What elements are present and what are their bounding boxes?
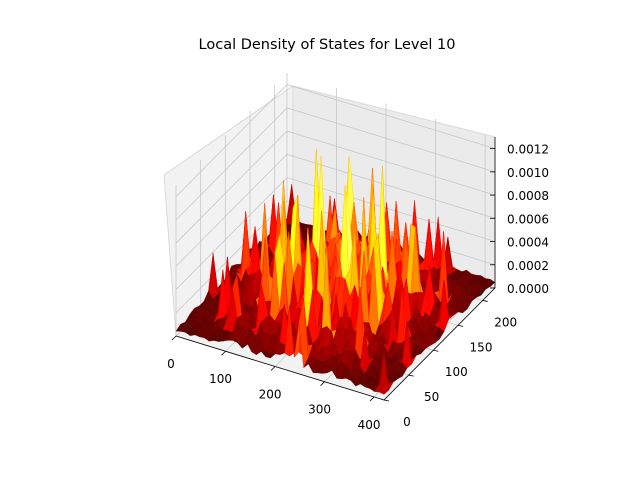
x-tick-label: 400 [358,418,381,432]
x-tick-label: 200 [259,387,282,401]
y-tick-mark [433,349,439,352]
grid-line-z [175,153,496,267]
x-tick-mark [369,396,375,402]
surface-facet [379,352,389,395]
y-tick-label: 0 [403,415,411,429]
grid-line-z [175,130,496,244]
z-tick-label: 0.0010 [507,166,549,180]
x-axis-ticks: 0 100 200 300 400 [167,335,381,432]
z-tick-label: 0.0002 [507,259,549,273]
z-tick-label: 0.0006 [507,212,549,226]
z-tick-label: 0.0004 [507,236,549,250]
z-tick-label: 0.0008 [507,189,549,203]
y-tick-mark [383,399,390,402]
y-tick-label: 100 [445,365,468,379]
axis-lines [175,137,496,401]
grid-line-z [175,177,496,290]
x-tick-mark [270,366,276,371]
grid-line-z [175,84,496,197]
z-tick-label: 0.0000 [507,282,549,296]
x-tick-label: 0 [167,357,175,371]
y-tick-mark [482,300,488,302]
y-tick-label: 200 [494,315,517,329]
chart-title: Local Density of States for Level 10 [199,37,456,53]
x-tick-label: 300 [308,403,331,417]
y-axis-line [383,287,496,401]
z-axis-ticks: 0.0000 0.0002 0.0004 0.0006 0.0008 0.0010 0.00… [490,143,549,296]
x-tick-mark [171,335,177,341]
y-tick-mark [457,324,464,327]
surface-plot [175,148,496,395]
y-tick-label: 50 [424,390,439,404]
grid-line-z [175,107,496,221]
y-tick-mark [408,374,414,377]
x-tick-mark [320,381,325,386]
x-tick-label: 100 [209,372,232,386]
y-tick-label: 150 [470,340,493,354]
z-tick-label: 0.0012 [507,143,549,157]
x-axis-line [175,335,385,401]
x-tick-mark [221,350,226,356]
